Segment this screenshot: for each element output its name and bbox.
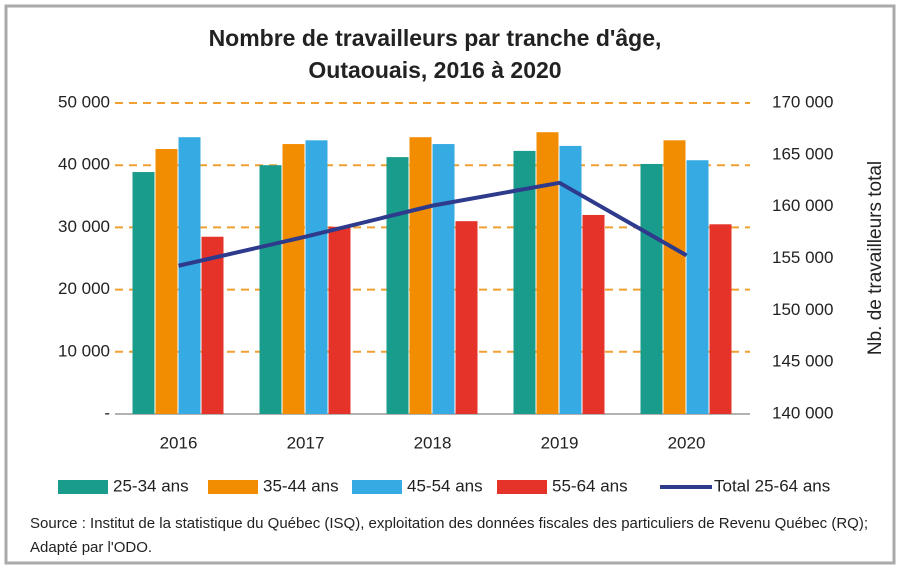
y2-tick-label: 140 000 [772,403,833,422]
bar [305,140,328,414]
y-tick-label: 40 000 [58,155,110,174]
bar [455,221,478,414]
bar [559,145,582,414]
y2-tick-label: 150 000 [772,300,833,319]
bar [513,150,536,415]
y-tick-label: 30 000 [58,217,110,236]
legend-swatch [208,480,258,494]
bar [640,163,663,414]
y-tick-label: 10 000 [58,341,110,360]
y2-tick-label: 145 000 [772,352,833,371]
legend-label: 45-54 ans [407,476,483,495]
x-tick-label: 2020 [668,433,706,452]
bar [709,224,732,414]
bar [409,137,432,414]
bar [328,226,351,414]
y2-tick-label: 160 000 [772,196,833,215]
legend-label: 35-44 ans [263,476,339,495]
bar [663,140,686,414]
bar [282,144,305,414]
line [178,180,688,268]
y2-tick-label: 165 000 [772,144,833,163]
legend-label: 55-64 ans [552,476,628,495]
y2-axis-label: Nb. de travailleurs total [865,161,886,355]
legend-label: 25-34 ans [113,476,189,495]
x-tick-label: 2016 [160,433,198,452]
y-tick-label: - [104,403,110,422]
bar [686,160,709,414]
bar [178,137,201,414]
legend-swatch [352,480,402,494]
bar [386,157,409,414]
bar [155,149,178,414]
legend-label: Total 25-64 ans [714,476,830,495]
bar [432,144,455,414]
bar [132,172,155,414]
source-note: Source : Institut de la statistique du Q… [30,515,868,556]
chart-title: Outaouais, 2016 à 2020 [308,57,561,83]
legend-swatch [497,480,547,494]
x-tick-label: 2018 [414,433,452,452]
y2-tick-label: 155 000 [772,248,833,267]
chart-title: Nombre de travailleurs par tranche d'âge… [209,25,662,51]
y2-tick-label: 170 000 [772,92,833,111]
bar [259,165,282,414]
bar [201,236,224,414]
y-tick-label: 20 000 [58,279,110,298]
x-tick-label: 2017 [287,433,325,452]
bar [582,214,605,414]
y-tick-label: 50 000 [58,92,110,111]
bar [536,132,559,414]
x-tick-label: 2019 [541,433,579,452]
legend-swatch [58,480,108,494]
